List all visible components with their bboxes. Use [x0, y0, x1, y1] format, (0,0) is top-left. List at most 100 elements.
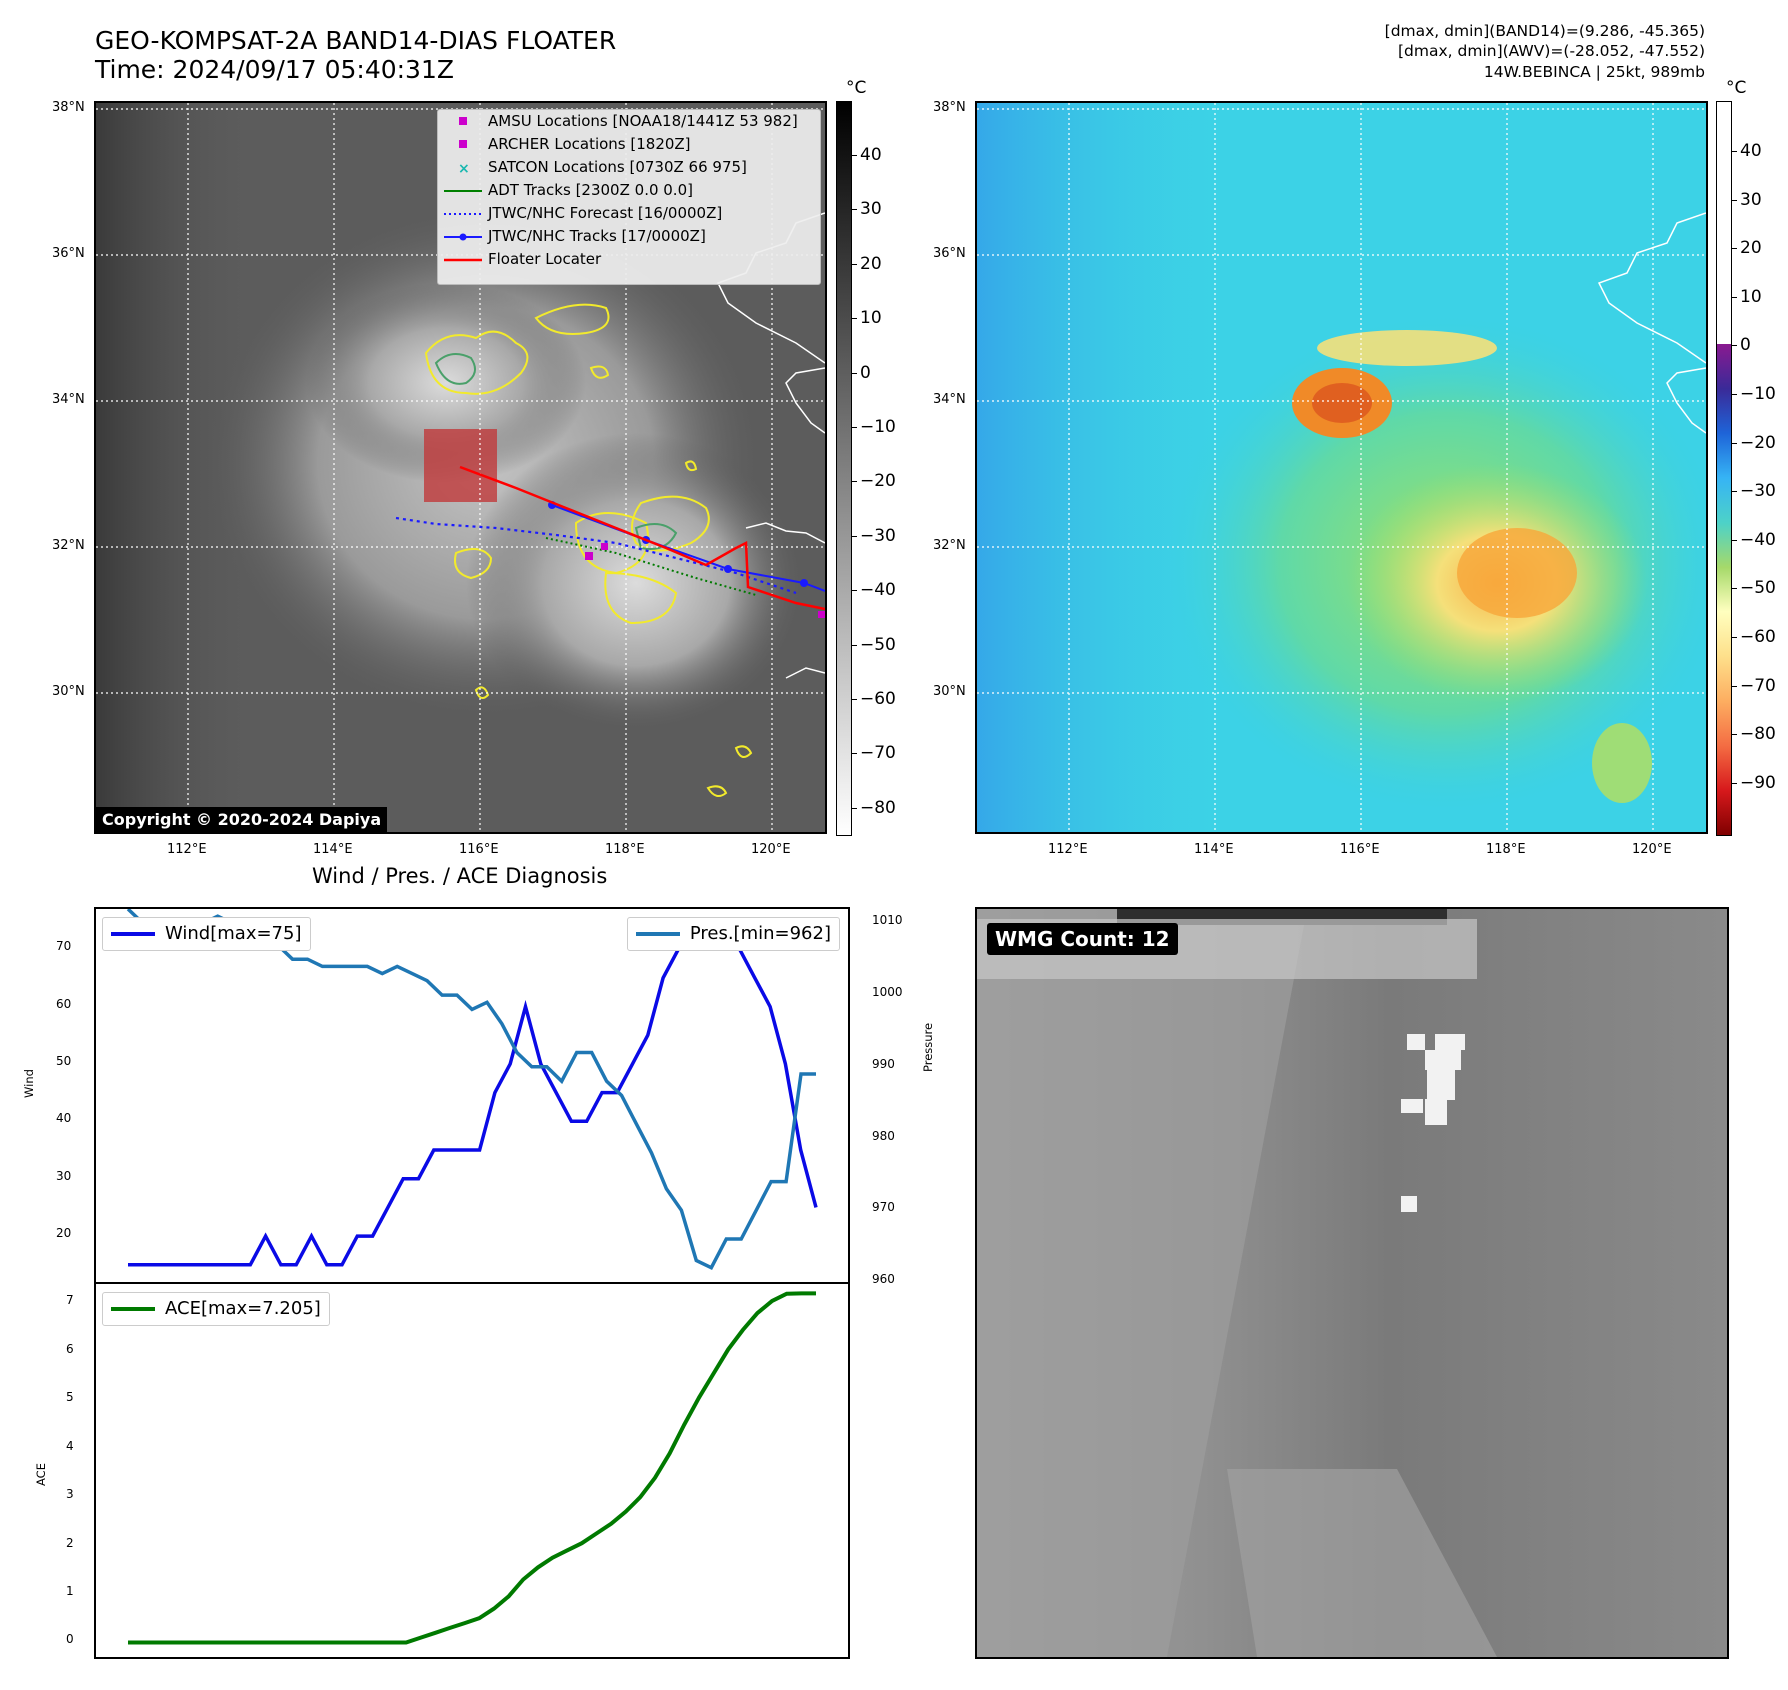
lon-label: 118°E — [1486, 842, 1526, 857]
ace-legend-line — [111, 1307, 155, 1311]
ace-tick-label: 1 — [66, 1584, 74, 1599]
lon-label: 116°E — [459, 842, 499, 857]
color-colorbar-tick: −90 — [1740, 772, 1776, 793]
ir-colorbar-tickmark — [851, 590, 857, 592]
legend-jtwc-tracks: JTWC/NHC Tracks [17/0000Z] — [438, 225, 820, 248]
color-colorbar-tick: −10 — [1740, 384, 1776, 404]
ir-colorbar-tickmark — [851, 427, 857, 428]
legend-adt-swatch — [444, 190, 482, 192]
ir-colorbar-tick: −10 — [860, 417, 896, 437]
color-colorbar-tickmark — [1731, 734, 1737, 736]
ir-colorbar-tick: 0 — [860, 362, 871, 383]
wind-tick-label: 40 — [56, 1111, 72, 1126]
pressure-legend-label: Pres.[min=962] — [689, 923, 831, 944]
color-colorbar-tickmark — [1731, 296, 1737, 298]
legend-tracks-swatch — [444, 233, 482, 241]
color-coastline — [1597, 212, 1706, 364]
legend-satcon: × SATCON Locations [0730Z 66 975] — [438, 156, 820, 179]
wind-tick-label: 30 — [56, 1168, 72, 1183]
ir-colorbar-tick: −60 — [860, 689, 896, 709]
legend-floater-label: Floater Locater — [488, 250, 602, 268]
ace-tick-label: 5 — [66, 1390, 74, 1405]
color-colorbar-tickmark — [1731, 151, 1737, 152]
legend-archer: ARCHER Locations [1820Z] — [438, 133, 820, 156]
lon-label: 120°E — [751, 842, 791, 857]
ace-tick-label: 2 — [66, 1535, 74, 1550]
color-colorbar — [1716, 101, 1732, 836]
wind-pressure-plot — [126, 909, 818, 1271]
ir-colorbar-tick: −40 — [860, 580, 896, 601]
color-colorbar-tick: 10 — [1740, 286, 1762, 307]
lat-label: 32°N — [52, 538, 85, 553]
wind-series-line — [128, 918, 818, 1267]
svg-text:×: × — [458, 161, 470, 177]
wind-tick-label: 20 — [56, 1226, 72, 1241]
color-colorbar-tick: 0 — [1740, 335, 1751, 356]
legend-amsu: AMSU Locations [NOAA18/1441Z 53 982] — [438, 110, 820, 133]
color-map-panel — [975, 101, 1708, 834]
color-core-hot — [1457, 528, 1577, 618]
ir-colorbar-tickmark — [851, 807, 857, 809]
lon-label: 114°E — [313, 842, 353, 857]
ir-colorbar-tickmark — [851, 155, 857, 156]
color-coldest-top — [1312, 383, 1372, 423]
legend-amsu-swatch — [459, 117, 467, 125]
pressure-tick-label: 970 — [872, 1200, 895, 1215]
wind-legend: Wind[max=75] — [102, 917, 311, 951]
ir-colorbar-tick: −30 — [860, 525, 896, 546]
coastline-east — [785, 367, 825, 434]
very-cold-contours — [434, 353, 678, 550]
lat-label: 30°N — [52, 684, 85, 699]
legend-satcon-label: SATCON Locations [0730Z 66 975] — [488, 158, 747, 176]
cloud-north — [306, 283, 586, 483]
color-cloud-south — [1592, 723, 1652, 803]
cloud-core — [466, 433, 806, 733]
ace-axis-label: ACE — [34, 1463, 48, 1486]
wind-tick-label: 50 — [56, 1053, 72, 1068]
legend-jtwc-forecast: JTWC/NHC Forecast [16/0000Z] — [438, 202, 820, 225]
pressure-tick-label: 990 — [872, 1056, 895, 1071]
color-colorbar-tick: −30 — [1740, 481, 1776, 502]
lon-label: 112°E — [167, 842, 207, 857]
color-coastline-east — [1666, 367, 1706, 434]
legend-forecast-swatch — [444, 213, 482, 215]
wind-legend-line — [111, 932, 155, 936]
ace-legend: ACE[max=7.205] — [102, 1292, 330, 1326]
ir-colorbar-tick: −20 — [860, 471, 896, 492]
color-colorbar-tickmark — [1731, 345, 1737, 347]
ace-tick-label: 0 — [66, 1632, 74, 1647]
satcon-track — [545, 537, 757, 596]
color-colorbar-tickmark — [1731, 394, 1737, 395]
pressure-legend: Pres.[min=962] — [626, 917, 840, 951]
lat-label: 32°N — [933, 538, 966, 553]
lat-label: 36°N — [52, 246, 85, 261]
ir-colorbar-tick: 10 — [860, 308, 882, 329]
jtwc-forecast-track — [395, 516, 797, 595]
color-colorbar-tick: −70 — [1740, 675, 1776, 696]
legend-satcon-swatch: × — [458, 161, 470, 177]
figure-title: GEO-KOMPSAT-2A BAND14-DIAS FLOATER — [95, 26, 617, 55]
ace-series-line — [128, 1291, 816, 1645]
ir-colorbar-tickmark — [851, 699, 857, 700]
color-map-grid — [977, 103, 1706, 832]
ir-colorbar-unit: °C — [846, 78, 867, 98]
lat-label: 36°N — [933, 246, 966, 261]
map-legend: AMSU Locations [NOAA18/1441Z 53 982] ARC… — [437, 109, 821, 285]
copyright-badge: Copyright © 2020-2024 Dapiya — [96, 807, 388, 832]
lon-label: 112°E — [1048, 842, 1088, 857]
legend-adt: ADT Tracks [2300Z 0.0 0.0] — [438, 179, 820, 202]
figure-time: Time: 2024/09/17 05:40:31Z — [95, 55, 454, 84]
ace-tick-label: 3 — [66, 1487, 74, 1502]
pressure-legend-line — [635, 932, 680, 936]
lon-label: 116°E — [1340, 842, 1380, 857]
pressure-tick-label: 960 — [872, 1272, 895, 1286]
wmg-image — [977, 909, 1727, 1657]
ir-colorbar-tick: 20 — [860, 253, 882, 274]
ir-colorbar — [836, 101, 852, 836]
wind-pressure-panel: Wind[max=75] Pres.[min=962] — [94, 907, 850, 1284]
color-colorbar-tickmark — [1731, 782, 1737, 784]
ir-colorbar-tickmark — [851, 318, 857, 320]
lon-label: 118°E — [605, 842, 645, 857]
legend-amsu-label: AMSU Locations [NOAA18/1441Z 53 982] — [488, 112, 798, 130]
legend-forecast-label: JTWC/NHC Forecast [16/0000Z] — [488, 204, 723, 222]
